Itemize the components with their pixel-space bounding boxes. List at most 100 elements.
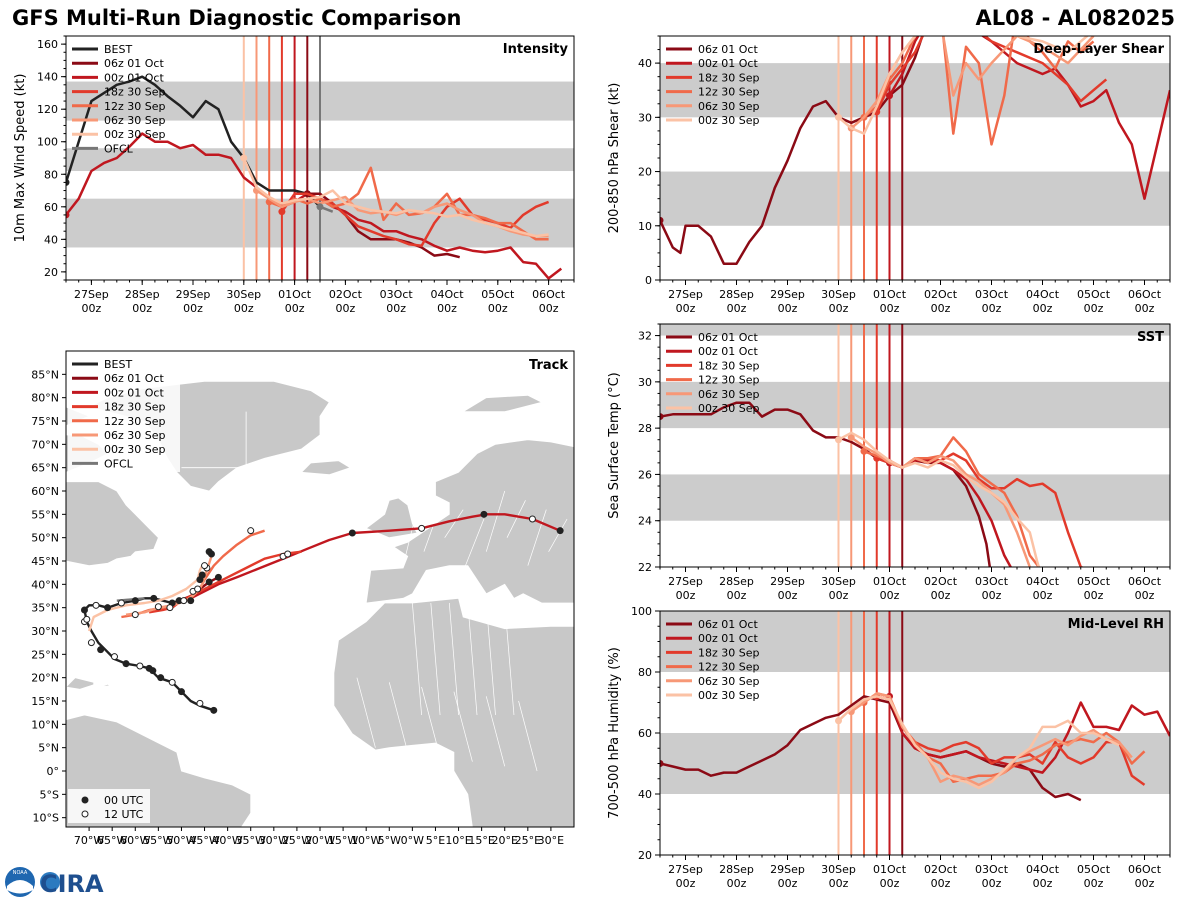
x-tick-label: 00z xyxy=(1033,877,1053,890)
lon-tick-label: 5°W xyxy=(378,834,401,847)
x-tick-label: 01Oct xyxy=(873,575,907,588)
x-tick-label: 00z xyxy=(1084,302,1104,315)
x-tick-label: 00z xyxy=(778,877,798,890)
y-tick-label: 140 xyxy=(37,71,58,84)
x-tick-label: 30Sep xyxy=(226,288,261,301)
track-point-00utc xyxy=(80,606,88,614)
x-tick-label: 03Oct xyxy=(975,288,1009,301)
track-point-12utc xyxy=(110,653,118,661)
x-tick-label: 27Sep xyxy=(668,863,703,876)
border-line xyxy=(506,500,526,538)
x-tick-label: 03Oct xyxy=(380,288,414,301)
y-axis-label: 700-500 hPa Humidity (%) xyxy=(607,647,622,819)
legend-label: 18z 30 Sep xyxy=(698,71,760,84)
x-tick-label: 00z xyxy=(676,302,696,315)
legend-label: 06z 01 Oct xyxy=(104,57,164,70)
y-tick-label: 100 xyxy=(631,605,652,618)
panel-title: Track xyxy=(529,358,568,373)
marker-legend-label: 12 UTC xyxy=(104,808,144,821)
legend-label: 06z 01 Oct xyxy=(698,43,758,56)
x-tick-label: 27Sep xyxy=(668,575,703,588)
legend-label: 00z 01 Oct xyxy=(104,71,164,84)
lon-tick-label: 5°E xyxy=(426,834,445,847)
x-tick-label: 05Oct xyxy=(1077,863,1111,876)
intensity-plot-area xyxy=(66,36,574,280)
y-axis-label: Sea Surface Temp (°C) xyxy=(607,372,622,519)
x-tick-label: 06Oct xyxy=(532,288,566,301)
y-tick-label: 40 xyxy=(44,233,58,246)
shaded-band xyxy=(660,474,1170,521)
border-line xyxy=(412,602,422,716)
track-point-12utc xyxy=(87,639,95,647)
track-point-00utc xyxy=(97,646,105,654)
marker-legend-label: 00 UTC xyxy=(104,794,144,807)
x-tick-label: 04Oct xyxy=(430,288,464,301)
marker-legend-background xyxy=(68,789,150,823)
x-tick-label: 00z xyxy=(1084,589,1104,602)
track-point-00utc xyxy=(348,529,356,537)
y-tick-label: 0 xyxy=(645,274,652,287)
y-tick-label: 100 xyxy=(37,136,58,149)
legend-label: 06z 30 Sep xyxy=(698,388,760,401)
x-tick-label: 00z xyxy=(183,302,203,315)
legend-label: 06z 01 Oct xyxy=(698,331,758,344)
x-tick-label: 06Oct xyxy=(1128,575,1162,588)
border-line xyxy=(527,509,547,566)
track-point-00utc xyxy=(214,573,222,581)
legend-label: 00z 30 Sep xyxy=(698,402,760,415)
lat-tick-label: 55°N xyxy=(31,508,59,521)
series-line xyxy=(850,436,1032,567)
panel-title: Mid-Level RH xyxy=(1068,617,1164,632)
lat-tick-label: 30°N xyxy=(31,625,59,638)
legend-label: 12z 30 Sep xyxy=(698,661,760,674)
x-tick-label: 00z xyxy=(285,302,305,315)
track-point-00utc xyxy=(131,597,139,605)
x-tick-label: 03Oct xyxy=(975,863,1009,876)
rh-chart: 2040608010027Sep00z28Sep00z29Sep00z30Sep… xyxy=(607,605,1171,890)
track-point-12utc xyxy=(528,515,536,523)
track-point-12utc xyxy=(418,524,426,532)
x-tick-label: 00z xyxy=(1135,877,1155,890)
lat-tick-label: 10°N xyxy=(31,718,59,731)
legend-label: 12z 30 Sep xyxy=(698,374,760,387)
series-start-marker xyxy=(278,208,286,216)
x-tick-label: 29Sep xyxy=(770,575,805,588)
noaa-logo-wave xyxy=(7,880,33,894)
border-line xyxy=(485,602,496,716)
shear-chart: 01020304027Sep00z28Sep00z29Sep00z30Sep00… xyxy=(607,35,1171,315)
cira-logo-globe xyxy=(40,872,60,892)
y-axis-label: 10m Max Wind Speed (kt) xyxy=(13,74,28,243)
x-tick-label: 28Sep xyxy=(719,575,754,588)
legend-background xyxy=(68,354,180,472)
track-point-00utc xyxy=(210,706,218,714)
border-line xyxy=(430,602,441,716)
y-tick-label: 32 xyxy=(638,330,652,343)
logo-group: NOAA CIRA xyxy=(5,867,104,898)
y-tick-label: 30 xyxy=(638,111,652,124)
x-tick-label: 00z xyxy=(829,589,849,602)
marker-legend-00utc xyxy=(81,796,89,804)
x-tick-label: 00z xyxy=(931,589,951,602)
border-line xyxy=(485,490,506,552)
shaded-band xyxy=(660,171,1170,226)
series-line xyxy=(888,695,1170,774)
track-point-00utc xyxy=(157,674,165,682)
track-point-12utc xyxy=(92,601,100,609)
lon-tick-label: 20°W xyxy=(305,834,335,847)
lon-tick-label: 0°W xyxy=(401,834,424,847)
series-start-marker xyxy=(660,413,664,421)
x-tick-label: 28Sep xyxy=(719,863,754,876)
x-tick-label: 28Sep xyxy=(719,288,754,301)
shaded-band xyxy=(660,63,1170,118)
lon-tick-label: 30°W xyxy=(259,834,289,847)
x-tick-label: 28Sep xyxy=(125,288,160,301)
lon-tick-label: 70°W xyxy=(74,834,104,847)
x-tick-label: 00z xyxy=(1084,877,1104,890)
page-title: GFS Multi-Run Diagnostic Comparison xyxy=(12,6,462,30)
rh-plot-area xyxy=(660,611,1170,855)
x-tick-label: 00z xyxy=(931,877,951,890)
africa-land xyxy=(333,597,574,827)
y-tick-label: 24 xyxy=(638,515,652,528)
legend-label: BEST xyxy=(104,43,132,56)
